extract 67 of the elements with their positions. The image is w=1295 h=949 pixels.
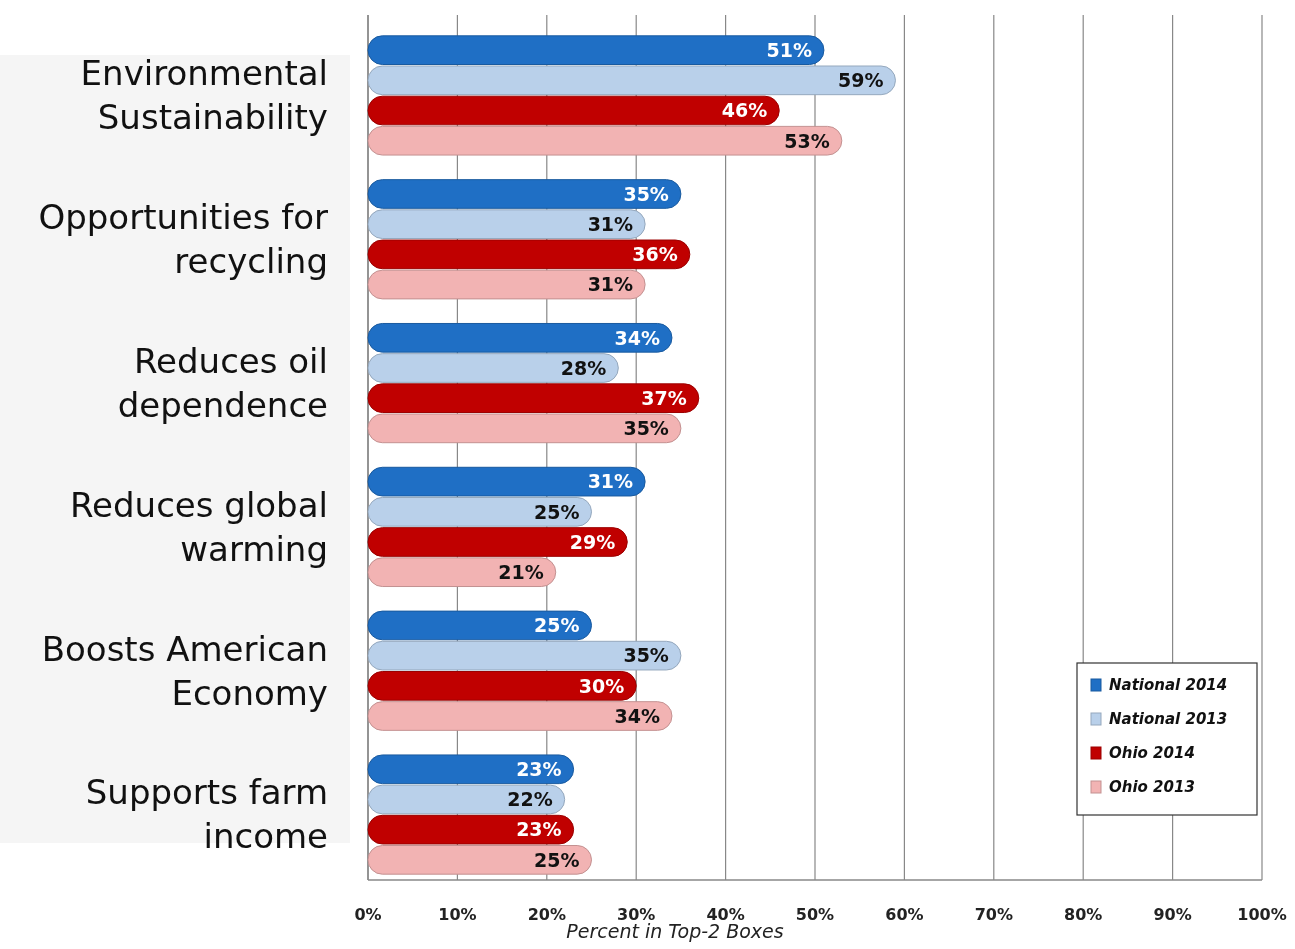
- x-tick-label: 20%: [527, 905, 566, 924]
- bar: [367, 784, 566, 815]
- data-label: 31%: [587, 470, 634, 493]
- data-label: 53%: [784, 129, 830, 152]
- bar: [367, 322, 673, 353]
- bar: [367, 413, 682, 444]
- data-label: 21%: [498, 561, 544, 584]
- data-label: 46%: [721, 99, 768, 122]
- legend-label: Ohio 2013: [1109, 778, 1195, 797]
- bar: [367, 466, 646, 497]
- data-label: 31%: [587, 213, 634, 236]
- legend-label: National 2013: [1109, 710, 1228, 729]
- data-label: 51%: [766, 39, 812, 61]
- data-label: 30%: [578, 674, 625, 697]
- legend-label: National 2014: [1109, 676, 1228, 695]
- bar: [367, 814, 575, 845]
- bar: [367, 353, 619, 383]
- bar: [367, 610, 592, 641]
- data-label: 37%: [641, 387, 687, 410]
- y-tick-label: Boosts American Economy: [41, 628, 328, 713]
- bar: [367, 701, 673, 731]
- data-label: 25%: [534, 614, 580, 637]
- data-label: 25%: [534, 500, 580, 523]
- bar: [367, 496, 592, 527]
- data-label: 36%: [632, 243, 678, 266]
- x-tick-label: 100%: [1237, 905, 1287, 924]
- bar: [367, 35, 825, 65]
- bar: [367, 557, 557, 588]
- y-tick-label: Supports farm income: [85, 772, 328, 857]
- x-tick-label: 0%: [354, 905, 382, 924]
- bar: [367, 383, 700, 414]
- bar: [367, 125, 843, 156]
- y-tick-label: Reduces global warming: [70, 484, 328, 569]
- bar: [367, 269, 646, 300]
- data-label: 34%: [614, 326, 660, 349]
- data-label: 22%: [507, 788, 553, 811]
- legend-label: Ohio 2014: [1109, 744, 1195, 763]
- bar: [367, 754, 575, 785]
- data-label: 28%: [560, 356, 607, 379]
- x-tick-label: 90%: [1153, 905, 1192, 924]
- bar: [367, 670, 637, 701]
- data-label: 29%: [569, 530, 616, 553]
- x-tick-label: 10%: [438, 905, 477, 924]
- data-label: 23%: [516, 818, 562, 841]
- bar: [367, 65, 896, 96]
- data-label: 31%: [587, 273, 634, 296]
- data-label: 59%: [837, 69, 884, 92]
- data-label: 35%: [623, 182, 669, 205]
- bar: [367, 527, 628, 557]
- y-tick-label: Environmental Sustainability: [80, 53, 328, 138]
- x-tick-label: 60%: [885, 905, 924, 924]
- bar: [367, 179, 682, 209]
- y-tick-label: Reduces oil dependence: [117, 340, 328, 425]
- data-label: 23%: [516, 758, 562, 781]
- data-label: 25%: [534, 848, 580, 871]
- bar: [367, 209, 646, 240]
- bar: [367, 95, 780, 126]
- x-tick-label: 70%: [974, 905, 1013, 924]
- x-tick-label: 80%: [1064, 905, 1103, 924]
- x-tick-label: 50%: [795, 905, 835, 924]
- data-label: 35%: [623, 417, 669, 440]
- bar: [367, 239, 691, 270]
- bar: [367, 640, 682, 671]
- data-label: 34%: [614, 704, 660, 727]
- bar: [367, 845, 592, 875]
- y-tick-label: Opportunities for recycling: [38, 197, 329, 282]
- data-label: 35%: [623, 644, 669, 667]
